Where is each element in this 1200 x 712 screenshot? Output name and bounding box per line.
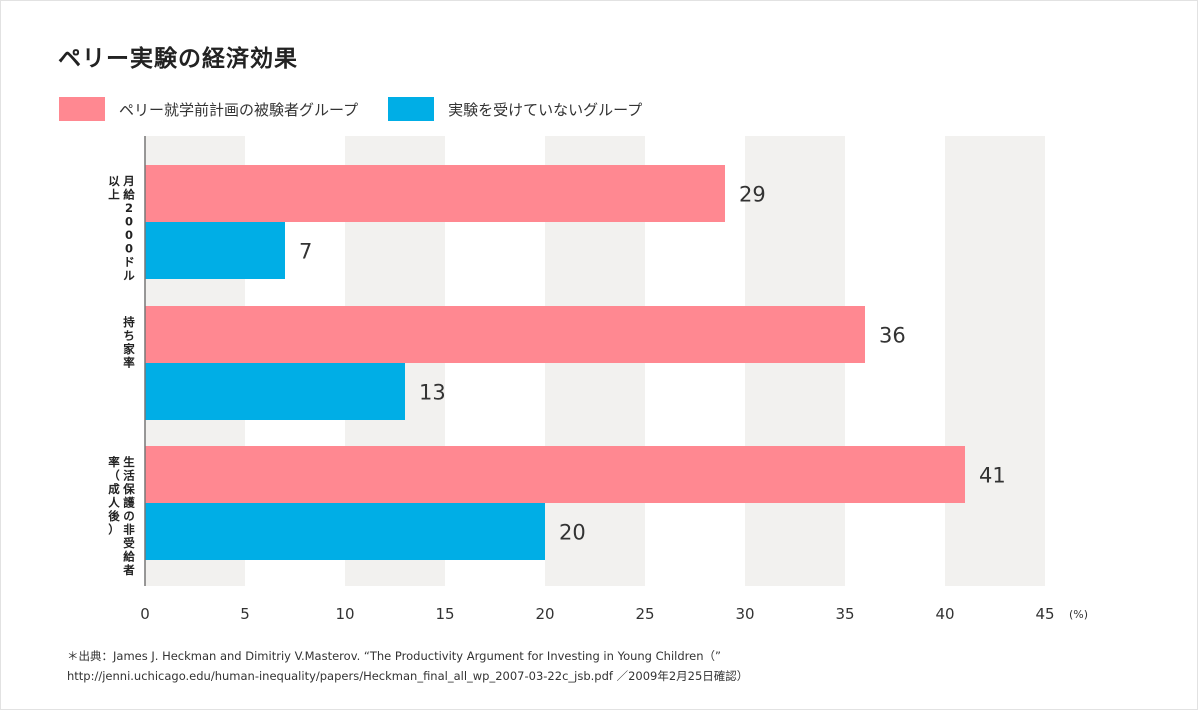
x-tick-label: 0: [140, 605, 150, 623]
chart-title: ペリー実験の経済効果: [58, 46, 298, 72]
category-label-char: ち: [123, 329, 135, 343]
x-tick-label: 10: [335, 605, 354, 623]
legend-label-perry: ペリー就学前計画の被験者グループ: [119, 100, 359, 119]
category-label-char: 護: [123, 496, 135, 510]
footnote-source: ＊出典：James J. Heckman and Dimitriy V.Mast…: [67, 649, 721, 663]
category-label-char: 成: [108, 482, 120, 496]
category-label-char: 0: [125, 215, 133, 229]
category-label-char: 給: [123, 550, 135, 564]
footnote-url: http://jenni.uchicago.edu/human-inequali…: [67, 669, 749, 683]
category-label-char: 後: [108, 509, 120, 523]
category-label-char: 非: [123, 523, 135, 537]
category-label-char: 0: [125, 228, 133, 242]
category-label-char: 以: [108, 174, 120, 188]
category-label-char: ド: [123, 255, 135, 269]
data-label: 13: [419, 381, 446, 405]
legend-swatch-control: [388, 97, 435, 121]
legend-swatch-perry: [59, 97, 105, 121]
legend: ペリー就学前計画の被験者グループ 実験を受けていないグループ: [59, 97, 672, 121]
category-label-char: 月: [122, 174, 135, 188]
x-tick-label: 5: [240, 605, 250, 623]
x-tick-label: 35: [835, 605, 854, 623]
category-label-char: の: [123, 509, 135, 523]
grid-band: [945, 136, 1045, 586]
bar-perry: [145, 446, 965, 503]
x-tick-label: 20: [535, 605, 554, 623]
category-label-char: 持: [123, 315, 135, 329]
bar-perry: [145, 306, 865, 363]
category-label-char: 受: [123, 536, 135, 550]
category-label-char: 率: [108, 455, 120, 469]
bar-control: [145, 503, 545, 560]
data-label: 29: [739, 183, 766, 207]
category-label-char: 保: [122, 482, 135, 496]
category-label-char: （: [108, 469, 120, 483]
x-tick-label: 15: [435, 605, 454, 623]
category-label-char: 率: [123, 356, 135, 370]
data-label: 36: [879, 324, 906, 348]
bar-chart: 297月給2000ドル以上3613持ち家率4120生活保護の非受給者率（成人後）…: [108, 136, 1088, 623]
x-tick-label: 30: [735, 605, 754, 623]
bar-control: [145, 363, 405, 420]
x-unit-label: (%): [1069, 608, 1088, 621]
category-label-char: ）: [108, 523, 120, 537]
category-label-char: 上: [108, 188, 120, 202]
data-label: 7: [299, 240, 312, 264]
bar-control: [145, 222, 285, 279]
category-label-char: 0: [125, 242, 133, 256]
data-label: 41: [979, 464, 1006, 488]
data-label: 20: [559, 521, 586, 545]
x-tick-label: 45: [1035, 605, 1054, 623]
footnote: ＊出典：James J. Heckman and Dimitriy V.Mast…: [67, 646, 748, 686]
category-label-char: 者: [122, 563, 135, 577]
category-label-char: ル: [123, 269, 135, 283]
x-tick-label: 40: [935, 605, 954, 623]
category-label-char: 2: [125, 201, 133, 215]
category-label-char: 人: [108, 496, 120, 510]
legend-item-perry: ペリー就学前計画の被験者グループ: [59, 97, 358, 121]
legend-item-control: 実験を受けていないグループ: [388, 97, 642, 121]
bar-perry: [145, 165, 725, 222]
x-tick-label: 25: [635, 605, 654, 623]
category-label-char: 生: [123, 455, 135, 469]
category-label-char: 家: [123, 342, 135, 356]
legend-label-control: 実験を受けていないグループ: [448, 100, 643, 119]
category-label-char: 給: [123, 188, 135, 202]
category-label-char: 活: [123, 469, 135, 483]
